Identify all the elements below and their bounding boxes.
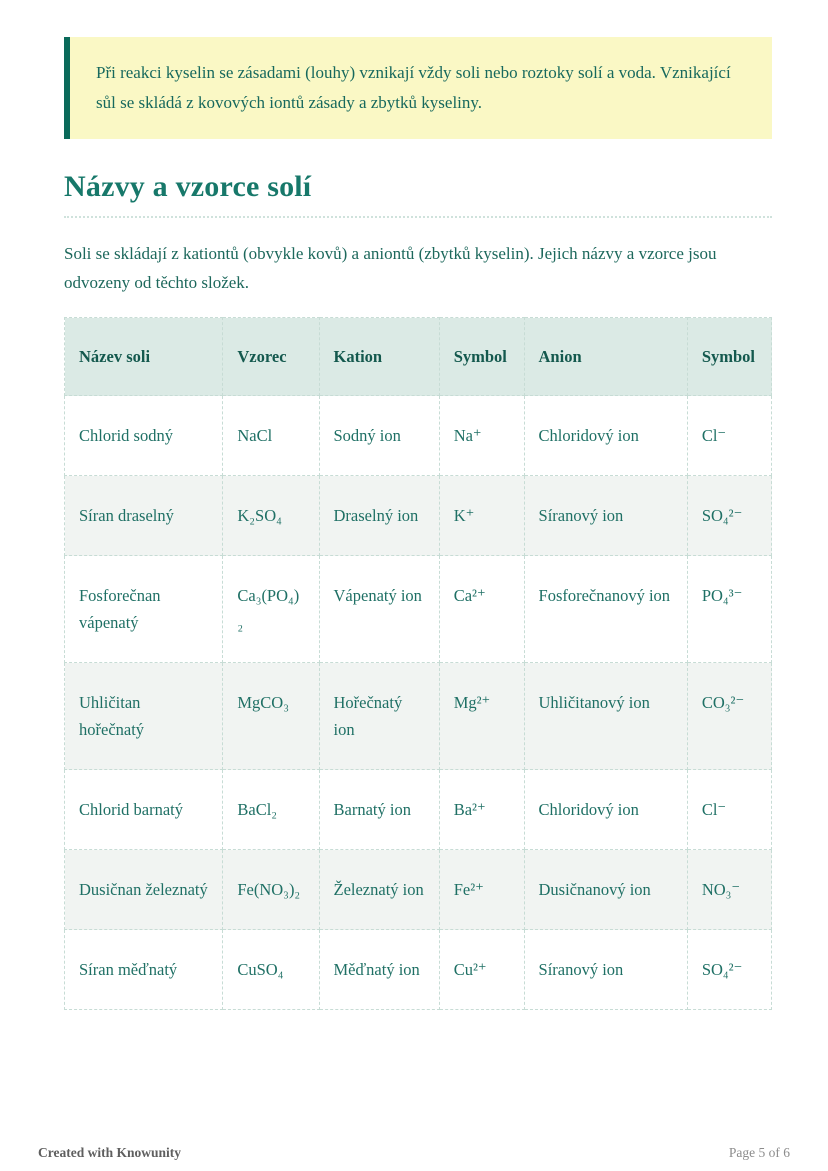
table-cell: K₂SO₄ [222,475,320,556]
table-cell: K⁺ [438,475,525,556]
table-row: Uhličitan hořečnatý MgCO₃ Hořečnatý ion … [63,662,773,770]
table-cell: SO₄²⁻ [686,929,773,1010]
table-cell: Barnatý ion [318,769,440,850]
table-cell: Ca²⁺ [438,555,525,663]
table-cell: Dusičnan železnatý [63,849,224,930]
table-cell: Měďnatý ion [318,929,440,1010]
table-row: Chlorid sodný NaCl Sodný ion Na⁺ Chlorid… [63,395,773,476]
header-cell-cation-symbol: Symbol [438,317,525,396]
table-cell: Uhličitanový ion [523,662,688,770]
header-cell-cation: Kation [318,317,440,396]
callout-text: Při reakci kyselin se zásadami (louhy) v… [96,63,731,112]
table-cell: Cl⁻ [686,769,773,850]
table-cell: Fosforečnan vápenatý [63,555,224,663]
table-cell: Fe(NO₃)₂ [222,849,320,930]
table-cell: Síranový ion [523,475,688,556]
table-row: Dusičnan železnatý Fe(NO₃)₂ Železnatý io… [63,849,773,930]
table-cell: NO₃⁻ [686,849,773,930]
table-cell: Chlorid barnatý [63,769,224,850]
table-cell: Draselný ion [318,475,440,556]
table-cell: Síran měďnatý [63,929,224,1010]
callout-note: Při reakci kyselin se zásadami (louhy) v… [64,37,772,139]
table-row: Síran měďnatý CuSO₄ Měďnatý ion Cu²⁺ Sír… [63,929,773,1010]
intro-paragraph: Soli se skládají z kationtů (obvykle kov… [64,244,717,292]
table-cell: PO₄³⁻ [686,555,773,663]
table-cell: Dusičnanový ion [523,849,688,930]
table-cell: Fosforečnanový ion [523,555,688,663]
table-cell: Chloridový ion [523,395,688,476]
salts-table: Název soli Vzorec Kation Symbol Anion Sy… [63,317,773,1010]
table-cell: Cu²⁺ [438,929,525,1010]
header-cell-anion: Anion [523,317,688,396]
table-cell: Mg²⁺ [438,662,525,770]
table-cell: Vápenatý ion [318,555,440,663]
table-cell: Uhličitan hořečnatý [63,662,224,770]
table-row: Chlorid barnatý BaCl₂ Barnatý ion Ba²⁺ C… [63,769,773,850]
table-cell: NaCl [222,395,320,476]
table-cell: Síran draselný [63,475,224,556]
page-footer: Created with Knowunity Page 5 of 6 [38,1145,790,1161]
table-cell: BaCl₂ [222,769,320,850]
page-title: Názvy a vzorce solí [64,170,772,218]
table-cell: Cl⁻ [686,395,773,476]
page-content: Při reakci kyselin se zásadami (louhy) v… [63,37,773,1010]
table-cell: Fe²⁺ [438,849,525,930]
table-cell: Hořečnatý ion [318,662,440,770]
table-cell: CuSO₄ [222,929,320,1010]
header-cell-salt-name: Název soli [63,317,224,396]
table-row: Síran draselný K₂SO₄ Draselný ion K⁺ Sír… [63,475,773,556]
header-cell-anion-symbol: Symbol [686,317,773,396]
table-cell: SO₄²⁻ [686,475,773,556]
table-header-row: Název soli Vzorec Kation Symbol Anion Sy… [63,317,773,396]
table-cell: Sodný ion [318,395,440,476]
table-cell: Ba²⁺ [438,769,525,850]
table-cell: Chloridový ion [523,769,688,850]
table-cell: MgCO₃ [222,662,320,770]
table-row: Fosforečnan vápenatý Ca₃(PO₄)₂ Vápenatý … [63,555,773,663]
page-number-label: Page 5 of 6 [728,1145,790,1160]
table-cell: Chlorid sodný [63,395,224,476]
created-with-label: Created with Knowunity [38,1145,182,1160]
table-cell: Železnatý ion [318,849,440,930]
table-cell: Na⁺ [438,395,525,476]
table-cell: Síranový ion [523,929,688,1010]
table-cell: CO₃²⁻ [686,662,773,770]
header-cell-formula: Vzorec [222,317,320,396]
table-cell: Ca₃(PO₄)₂ [222,555,320,663]
